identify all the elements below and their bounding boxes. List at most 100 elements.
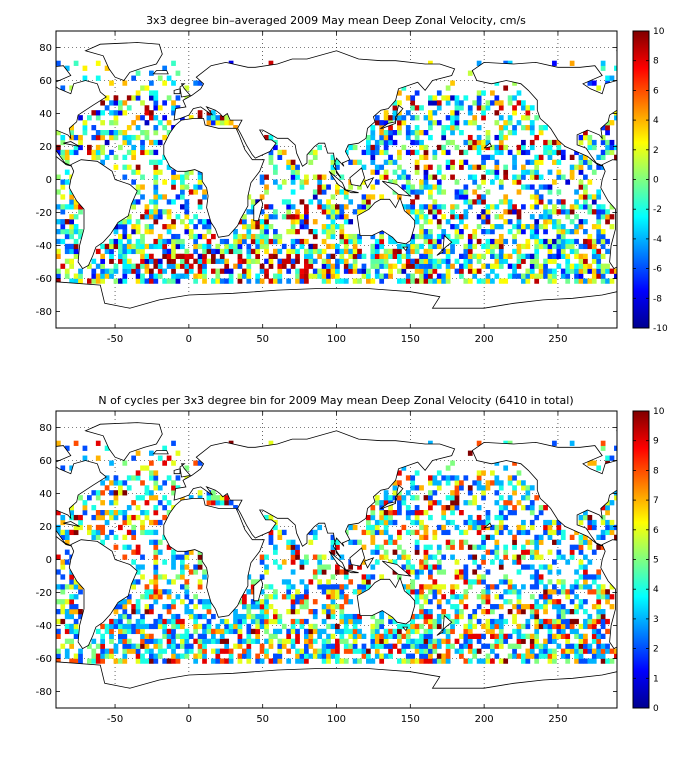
data-bin: [73, 253, 79, 259]
data-bin: [534, 154, 540, 160]
data-bin: [521, 125, 526, 131]
data-bin: [463, 579, 469, 585]
data-bin: [547, 599, 553, 605]
data-bin: [614, 144, 617, 151]
data-bin: [326, 623, 331, 630]
data-bin: [512, 485, 517, 491]
data-bin: [521, 258, 526, 264]
data-bin: [388, 510, 393, 516]
data-bin: [184, 184, 190, 190]
data-bin: [149, 70, 154, 76]
data-bin: [299, 238, 305, 245]
data-bin: [609, 204, 615, 210]
data-bin: [144, 500, 150, 506]
data-bin: [388, 534, 393, 540]
data-bin: [264, 229, 269, 235]
data-bin: [118, 278, 123, 284]
data-bin: [144, 594, 150, 600]
colorbar-tick-label: -6: [653, 265, 662, 275]
data-bin: [237, 243, 243, 250]
data-bin: [295, 273, 300, 279]
data-bin: [450, 505, 455, 511]
data-bin: [388, 613, 393, 620]
data-bin: [202, 658, 207, 664]
data-bin: [264, 653, 269, 659]
data-bin: [113, 544, 119, 550]
data-bin: [472, 579, 478, 585]
data-bin: [264, 189, 269, 195]
data-bin: [162, 505, 168, 511]
data-bin: [388, 653, 393, 659]
data-bin: [171, 278, 176, 284]
data-bin: [574, 648, 579, 654]
data-bin: [171, 273, 176, 279]
data-bin: [95, 134, 101, 141]
data-bin: [481, 633, 486, 639]
data-bin: [144, 609, 150, 615]
data-bin: [82, 500, 88, 506]
data-bin: [131, 514, 137, 521]
data-bin: [286, 539, 292, 545]
data-bin: [583, 584, 588, 590]
data-bin: [162, 278, 168, 284]
data-bin: [521, 174, 526, 180]
data-bin: [91, 273, 97, 279]
data-bin: [578, 169, 584, 175]
data-bin: [507, 495, 513, 501]
data-bin: [459, 100, 464, 106]
data-bin: [149, 214, 154, 220]
data-bin: [219, 618, 225, 625]
data-bin: [166, 263, 172, 269]
data-bin: [286, 268, 292, 274]
data-bin: [552, 149, 557, 156]
data-bin: [268, 263, 274, 269]
data-bin: [352, 238, 358, 245]
data-bin: [516, 243, 522, 250]
data-bin: [357, 584, 362, 590]
data-bin: [543, 139, 548, 146]
data-bin: [538, 510, 544, 516]
data-bin: [321, 278, 327, 284]
data-bin: [131, 224, 137, 230]
data-bin: [197, 253, 203, 259]
data-bin: [69, 584, 75, 590]
data-bin: [135, 505, 141, 511]
data-bin: [95, 144, 101, 151]
data-bin: [405, 263, 411, 269]
data-bin: [472, 559, 478, 565]
y-tick-label: -80: [36, 687, 52, 698]
data-bin: [339, 253, 345, 259]
data-bin: [242, 618, 247, 625]
data-bin: [95, 154, 101, 160]
data-bin: [135, 623, 141, 630]
data-bin: [87, 278, 92, 284]
data-bin: [423, 613, 429, 620]
data-bin: [122, 174, 128, 180]
data-bin: [552, 268, 557, 274]
data-bin: [388, 233, 393, 240]
data-bin: [529, 510, 535, 516]
data-bin: [326, 184, 331, 190]
data-bin: [153, 149, 159, 156]
data-bin: [357, 589, 362, 595]
data-bin: [202, 268, 207, 274]
coastline: [471, 61, 617, 167]
data-bin: [419, 510, 424, 516]
data-bin: [135, 164, 141, 170]
data-bin: [233, 233, 238, 240]
data-bin: [556, 643, 562, 649]
data-bin: [547, 209, 553, 215]
data-bin: [525, 243, 531, 250]
data-bin: [171, 648, 176, 654]
data-bin: [454, 110, 460, 116]
data-bin: [485, 248, 491, 255]
data-bin: [268, 638, 274, 644]
data-bin: [104, 519, 110, 526]
coastline: [600, 539, 617, 650]
data-bin: [193, 653, 199, 659]
data-bin: [171, 633, 176, 639]
data-bin: [450, 130, 455, 136]
data-bin: [560, 233, 566, 240]
colorbar-tick-label: 8: [653, 57, 659, 67]
data-bin: [157, 653, 163, 659]
